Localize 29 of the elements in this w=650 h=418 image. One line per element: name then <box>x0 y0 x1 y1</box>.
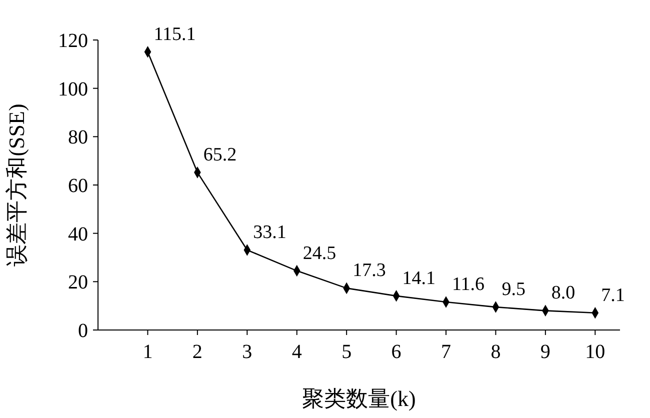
data-label: 8.0 <box>551 282 576 304</box>
y-tick-label: 0 <box>78 320 88 342</box>
data-label: 33.1 <box>253 222 286 244</box>
y-tick-label: 20 <box>68 272 88 294</box>
x-tick-label: 6 <box>391 341 402 363</box>
x-tick-label: 7 <box>441 341 451 363</box>
data-label: 65.2 <box>203 144 237 166</box>
y-tick-label: 60 <box>68 175 88 197</box>
data-label: 7.1 <box>601 284 625 306</box>
x-axis-title: 聚类数量(k) <box>302 386 416 411</box>
y-tick-label: 100 <box>58 78 88 100</box>
x-tick-label: 5 <box>342 341 352 363</box>
data-label: 14.1 <box>402 268 436 289</box>
y-tick-label: 120 <box>58 30 88 52</box>
x-tick-label: 1 <box>142 341 153 363</box>
data-label: 9.5 <box>502 279 526 300</box>
data-label: 24.5 <box>302 242 336 264</box>
data-label: 17.3 <box>352 260 386 282</box>
y-tick-label: 80 <box>68 126 88 149</box>
y-axis-title: 误差平方和(SSE) <box>4 104 29 266</box>
data-label: 115.1 <box>154 24 196 45</box>
x-tick-label: 9 <box>540 341 550 363</box>
y-tick-label: 40 <box>68 223 88 246</box>
x-tick-label: 3 <box>242 341 252 363</box>
x-tick-label: 4 <box>292 341 302 363</box>
x-tick-label: 8 <box>490 341 501 363</box>
x-tick-label: 10 <box>585 341 606 363</box>
data-label: 11.6 <box>452 274 485 295</box>
x-tick-label: 2 <box>192 341 202 363</box>
